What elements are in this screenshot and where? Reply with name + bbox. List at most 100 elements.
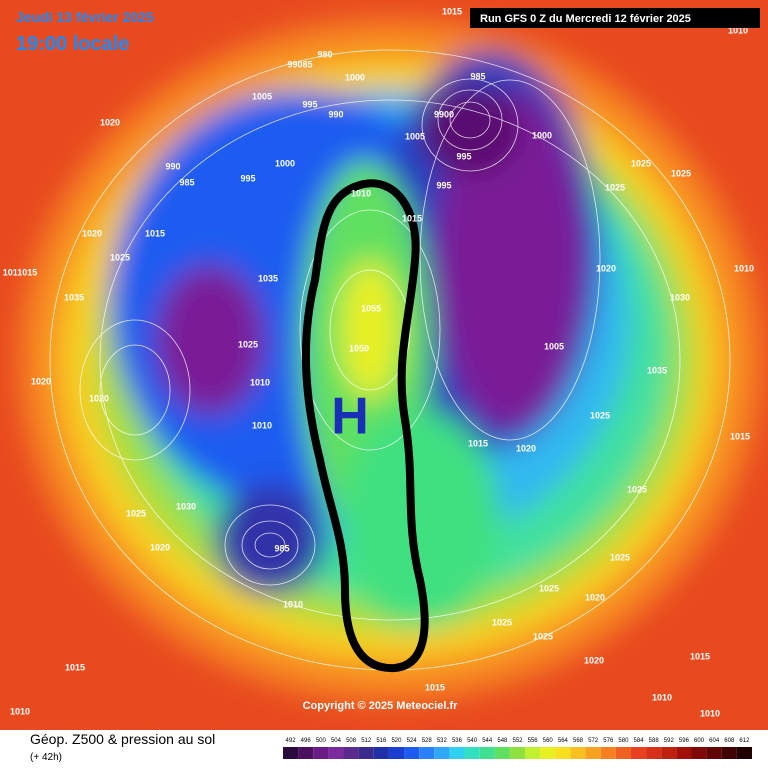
colorbar-swatch xyxy=(509,747,526,759)
isobar-label: 1025 xyxy=(605,182,625,192)
isobar-label: 9900 xyxy=(434,109,454,119)
colorbar-label: 552 xyxy=(512,738,523,744)
colorbar-label: 516 xyxy=(376,738,387,744)
colorbar-label: 596 xyxy=(679,738,690,744)
isobar-label: 1025 xyxy=(110,252,130,262)
colorbar-label: 500 xyxy=(316,738,327,744)
isobar-label: 1010 xyxy=(10,706,30,716)
isobar-label: 980 xyxy=(317,49,332,59)
z500-field xyxy=(0,0,768,730)
colorbar-swatch xyxy=(343,747,359,759)
isobar-label: 1015 xyxy=(425,682,445,692)
isobar-label: 1010 xyxy=(252,420,272,430)
isobar-label: 1025 xyxy=(126,508,146,518)
colorbar-swatch xyxy=(585,747,601,759)
isobar-label: 1010 xyxy=(728,25,748,35)
colorbar-swatch xyxy=(691,747,707,759)
isobar-label: 1000 xyxy=(275,158,295,168)
colorbar-label: 608 xyxy=(724,738,735,744)
isobar-label: 1010 xyxy=(700,708,720,718)
isobar-label: 1015 xyxy=(468,438,488,448)
colorbar-label: 564 xyxy=(558,738,569,744)
isobar-label: 1015 xyxy=(402,213,422,223)
colorbar-swatch xyxy=(479,747,495,759)
colorbar-swatch xyxy=(630,747,647,759)
colorbar-swatch xyxy=(419,747,435,759)
isobar-label: 1011015 xyxy=(3,267,38,277)
isobar-label: 1030 xyxy=(670,292,690,302)
colorbar-swatch xyxy=(570,747,586,759)
colorbar-swatch xyxy=(540,747,556,759)
isobar-label: 1005 xyxy=(252,91,272,101)
colorbar-label: 584 xyxy=(634,738,645,744)
isobar-label: 1010 xyxy=(250,377,270,387)
colorbar-swatch xyxy=(706,747,722,759)
colorbar-label: 492 xyxy=(286,738,297,744)
isobar-label: 1035 xyxy=(647,365,667,375)
colorbar-label: 568 xyxy=(573,738,584,744)
isobar-label: 990 xyxy=(165,161,180,171)
colorbar-label: 576 xyxy=(603,738,614,744)
isobar-label: 1035 xyxy=(258,273,278,283)
isobar-label: 1025 xyxy=(631,158,651,168)
isobar-label: 985 xyxy=(179,177,194,187)
colorbar-swatch xyxy=(736,747,752,759)
colorbar-label: 532 xyxy=(437,738,448,744)
isobar-label: 1000 xyxy=(345,72,365,82)
colorbar-swatch xyxy=(676,747,692,759)
colorbar-label: 520 xyxy=(391,738,402,744)
isobar-label: 1025 xyxy=(671,168,691,178)
isobar-label: 1020 xyxy=(516,443,536,453)
isobar-label: 1015 xyxy=(442,6,462,16)
footer-title: Géop. Z500 & pression au sol xyxy=(30,731,215,747)
isobar-label: 985 xyxy=(470,71,485,81)
run-box xyxy=(470,8,760,28)
isobar-label: 1010 xyxy=(734,263,754,273)
isobar-label: 99085 xyxy=(287,59,312,69)
isobar-label: 1015 xyxy=(65,662,85,672)
colorbar-label: 612 xyxy=(739,738,750,744)
isobar-label: 1020 xyxy=(100,117,120,127)
isobar-label: 1015 xyxy=(145,228,165,238)
forecast-time: 19:00 locale xyxy=(16,33,129,55)
isobar-label: 1025 xyxy=(533,631,553,641)
colorbar-label: 600 xyxy=(694,738,705,744)
colorbar-label: 588 xyxy=(649,738,660,744)
isobar-label: 990 xyxy=(328,109,343,119)
isobar-label: 995 xyxy=(456,151,471,161)
colorbar-label: 580 xyxy=(618,738,629,744)
isobar-label: 985 xyxy=(274,543,289,553)
isobar-label: 1015 xyxy=(730,431,750,441)
colorbar-label: 604 xyxy=(709,738,720,744)
isobar-label: 1030 xyxy=(176,501,196,511)
colorbar-swatch xyxy=(449,747,465,759)
isobar-labels: 1015 1010 980 99085 1000 985 1005 995 990 1020 990… xyxy=(3,6,754,718)
isobar-label: 1020 xyxy=(150,542,170,552)
colorbar-swatch xyxy=(373,747,389,759)
colorbar-swatch xyxy=(494,747,510,759)
colorbar-label: 556 xyxy=(528,738,539,744)
isobar-label: 1010 xyxy=(283,599,303,609)
colorbar-label: 592 xyxy=(664,738,675,744)
isobar-label: 1020 xyxy=(31,376,51,386)
colorbar-label: 528 xyxy=(422,738,433,744)
isobar-label: 1025 xyxy=(610,552,630,562)
isobar-label: 1025 xyxy=(238,339,258,349)
isobar-label: 1025 xyxy=(627,484,647,494)
colorbar-swatch xyxy=(600,747,616,759)
colorbar-swatch xyxy=(464,747,480,759)
isobar-label: 1010 xyxy=(351,188,371,198)
footer-lead: (+ 42h) xyxy=(30,752,62,763)
colorbar-swatch xyxy=(721,747,737,759)
isobar-label: 1025 xyxy=(492,617,512,627)
colorbar-label: 572 xyxy=(588,738,599,744)
colorbar-label: 544 xyxy=(482,738,493,744)
colorbar-swatch xyxy=(404,747,420,759)
colorbar-swatch xyxy=(313,747,329,759)
isobar-label: 1025 xyxy=(539,583,559,593)
colorbar-swatch xyxy=(555,747,571,759)
isobar-label: 995 xyxy=(240,173,255,183)
isobar-label: 995 xyxy=(436,180,451,190)
isobar-label: 1020 xyxy=(82,228,102,238)
